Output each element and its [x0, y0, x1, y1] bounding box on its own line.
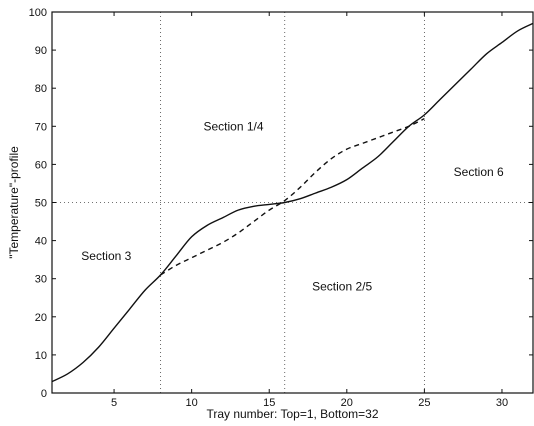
y-tick-label: 50	[35, 198, 47, 210]
axis-ticks: 5 10 15 20 25 30 0 10 20 30 40 50 60 70 80 90 100	[29, 7, 533, 409]
y-tick-label: 30	[35, 274, 47, 286]
section-label: Section 3	[81, 249, 131, 263]
y-tick-label: 80	[35, 83, 47, 95]
series-lines	[51, 22, 534, 383]
section-label: Section 6	[454, 165, 504, 179]
y-tick-label: 70	[35, 121, 47, 133]
y-tick-label: 10	[35, 350, 47, 362]
x-axis-label: Tray number: Top=1, Bottom=32	[206, 407, 378, 421]
dashed-profile-line	[160, 118, 425, 276]
y-tick-label: 90	[35, 45, 47, 57]
y-tick-label: 0	[41, 388, 47, 400]
x-tick-label: 15	[263, 397, 275, 409]
x-tick-label: 10	[186, 397, 198, 409]
section-annotations: Section 1/4 Section 3 Section 2/5 Section 6	[81, 119, 504, 293]
y-axis-label: "Temperature"-profile	[7, 146, 21, 259]
y-tick-label: 40	[35, 236, 47, 248]
y-tick-label: 20	[35, 312, 47, 324]
solid-profile-line	[51, 22, 534, 383]
x-tick-label: 25	[418, 397, 430, 409]
y-tick-label: 100	[29, 7, 47, 19]
section-label: Section 2/5	[312, 279, 372, 293]
section-label: Section 1/4	[204, 119, 264, 133]
grid-lines	[52, 12, 533, 393]
x-tick-label: 30	[496, 397, 508, 409]
x-tick-label: 5	[111, 397, 117, 409]
y-tick-label: 60	[35, 159, 47, 171]
x-tick-label: 20	[341, 397, 353, 409]
